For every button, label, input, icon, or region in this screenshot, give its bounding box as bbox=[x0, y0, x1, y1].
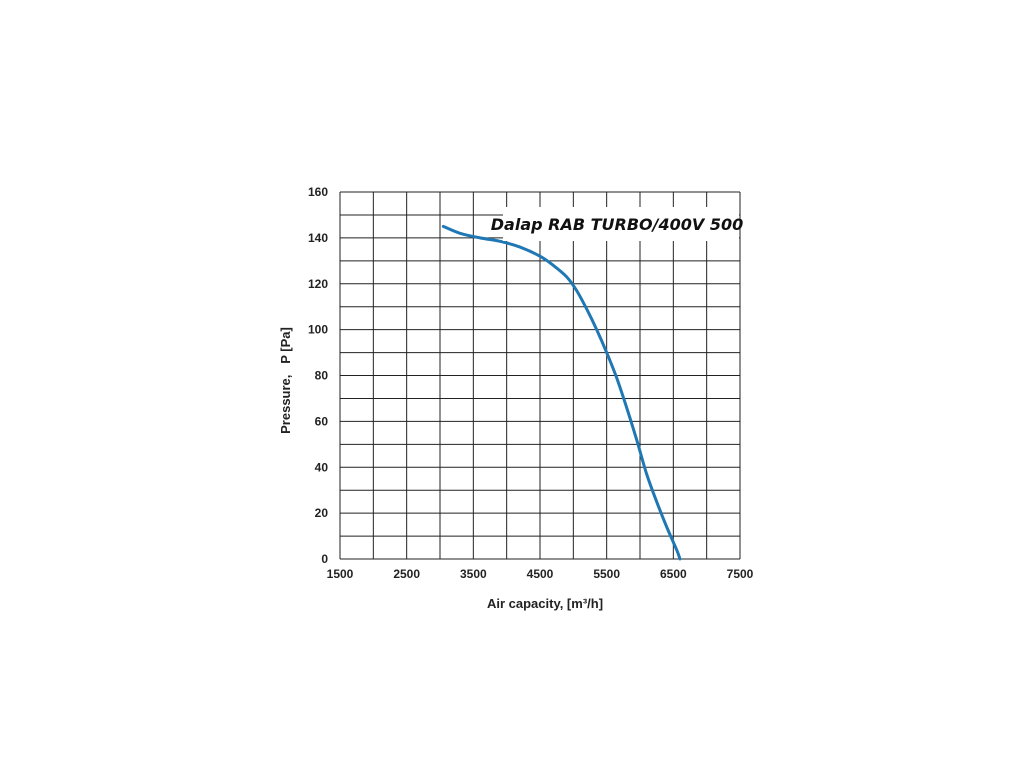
x-tick-label: 6500 bbox=[660, 567, 687, 581]
x-tick-label: 2500 bbox=[393, 567, 420, 581]
series-line bbox=[441, 224, 682, 561]
x-tick-label: 4500 bbox=[527, 567, 554, 581]
series-layer bbox=[441, 224, 682, 561]
x-tick-label: 1500 bbox=[327, 567, 354, 581]
chart-title: Dalap RAB TURBO/400V 500 bbox=[491, 215, 743, 234]
y-tick-label: 160 bbox=[308, 185, 328, 199]
y-tick-label: 100 bbox=[308, 323, 328, 337]
chart-title-background bbox=[503, 207, 739, 241]
x-tick-label: 5500 bbox=[593, 567, 620, 581]
y-tick-label: 80 bbox=[315, 369, 329, 383]
y-tick-label: 140 bbox=[308, 231, 328, 245]
y-tick-label: 120 bbox=[308, 277, 328, 291]
y-tick-label: 0 bbox=[321, 552, 328, 566]
y-axis-label: Pressure, P [Pa] bbox=[278, 327, 293, 434]
x-tick-label: 3500 bbox=[460, 567, 487, 581]
y-tick-label: 60 bbox=[315, 414, 329, 428]
y-tick-labels: 0 20 40 60 80 100 120 140 160 bbox=[308, 185, 328, 566]
y-tick-label: 40 bbox=[315, 460, 329, 474]
x-axis-label: Air capacity, [m³/h] bbox=[487, 596, 603, 611]
x-tick-labels: 1500 2500 3500 4500 5500 6500 7500 bbox=[327, 567, 754, 581]
y-tick-label: 20 bbox=[315, 506, 329, 520]
x-tick-label: 7500 bbox=[727, 567, 754, 581]
